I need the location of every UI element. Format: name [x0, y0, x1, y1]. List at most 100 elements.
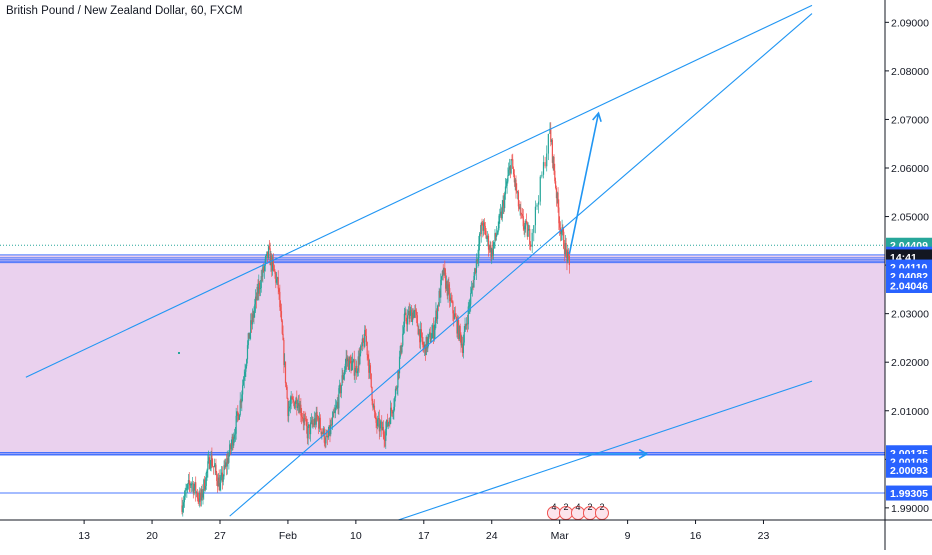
candle-body [324, 442, 326, 444]
candle-body [360, 345, 362, 354]
candle-body [468, 305, 470, 307]
candle-body [473, 275, 475, 288]
candle-body [203, 479, 205, 493]
candle-body [347, 358, 349, 362]
projection-arrow[interactable] [568, 112, 600, 255]
candle-body [229, 444, 231, 455]
support-zone[interactable] [0, 254, 885, 456]
candle-body [239, 400, 241, 415]
candle-body [492, 244, 494, 256]
candle-body [278, 288, 280, 292]
candle-body [400, 345, 402, 353]
candle-body [300, 404, 302, 416]
candle-body [303, 418, 305, 423]
price-badge[interactable] [886, 485, 932, 501]
candle-body [526, 222, 528, 237]
event-marker-label: 4 [551, 502, 556, 512]
candle-body [382, 426, 384, 435]
candle-body [495, 234, 498, 237]
candle-body [377, 418, 380, 420]
price-badge[interactable] [886, 277, 932, 293]
candle-body [293, 401, 295, 409]
candle-body [529, 244, 532, 247]
candle-body [271, 256, 273, 271]
candle-body [521, 214, 523, 215]
candle-body [242, 385, 244, 395]
candle-body [237, 411, 239, 414]
candle-body [297, 406, 299, 408]
candle-body [419, 329, 421, 343]
candle-body [370, 373, 372, 388]
candle-body [288, 406, 291, 409]
candle-body [292, 399, 295, 402]
price-badge[interactable] [886, 462, 932, 478]
candle-body [418, 329, 420, 335]
candle-body [252, 314, 254, 318]
candle-body [460, 334, 462, 346]
candle-body [514, 179, 516, 183]
candle-body [299, 404, 301, 413]
candle-body [521, 214, 524, 217]
candle-body [517, 191, 520, 207]
candle-body [428, 332, 431, 335]
candle-body [392, 412, 394, 414]
candle-body [533, 225, 535, 233]
candle-body [414, 309, 416, 311]
candle-body [319, 417, 321, 429]
time-axis-label: 16 [690, 530, 702, 542]
candle-body [441, 270, 443, 277]
candle-body [508, 169, 510, 176]
candle-body [216, 481, 219, 487]
candle-body [527, 230, 529, 237]
candle-body [525, 220, 527, 226]
candle-body [259, 288, 262, 290]
candle-body [254, 296, 257, 305]
candle-body [215, 464, 217, 473]
candle-body [297, 403, 300, 407]
candle-body [301, 417, 304, 419]
candle-body [339, 384, 341, 389]
candle-body [182, 502, 185, 507]
candle-body [520, 207, 522, 215]
candle-body [192, 483, 194, 494]
candle-body [363, 341, 365, 347]
candle-body [433, 329, 435, 339]
candle-body [461, 343, 463, 346]
candle-body [384, 439, 386, 441]
trendline[interactable] [229, 13, 813, 517]
candle-body [411, 309, 413, 322]
candle-body [469, 304, 471, 306]
candle-body [364, 329, 366, 347]
candle-body [534, 206, 537, 226]
candle-body [226, 458, 228, 467]
candle-body [523, 226, 525, 230]
candle-body [420, 329, 422, 333]
candle-body [394, 397, 396, 407]
candle-body [369, 365, 372, 374]
candle-body [507, 175, 509, 182]
candle-body [457, 319, 460, 339]
candle-body [318, 417, 321, 429]
candle-body [489, 245, 491, 250]
candle-body [560, 232, 562, 235]
candle-body [284, 361, 287, 384]
candle-body [334, 410, 336, 413]
candle-body [474, 268, 477, 273]
candle-body [413, 310, 415, 318]
candle-body [355, 365, 357, 373]
candle-body [464, 324, 466, 332]
candle-body [519, 207, 521, 209]
time-axis-panel[interactable] [0, 520, 932, 550]
candle-body [221, 472, 223, 477]
candle-body [564, 243, 566, 255]
candle-body [274, 271, 276, 274]
candle-body [506, 181, 508, 186]
candle-body [412, 312, 414, 318]
candle-body [320, 428, 322, 435]
candle-body [330, 424, 333, 425]
candle-body [228, 454, 230, 463]
candle-body [285, 383, 287, 388]
trendline[interactable] [25, 4, 813, 378]
